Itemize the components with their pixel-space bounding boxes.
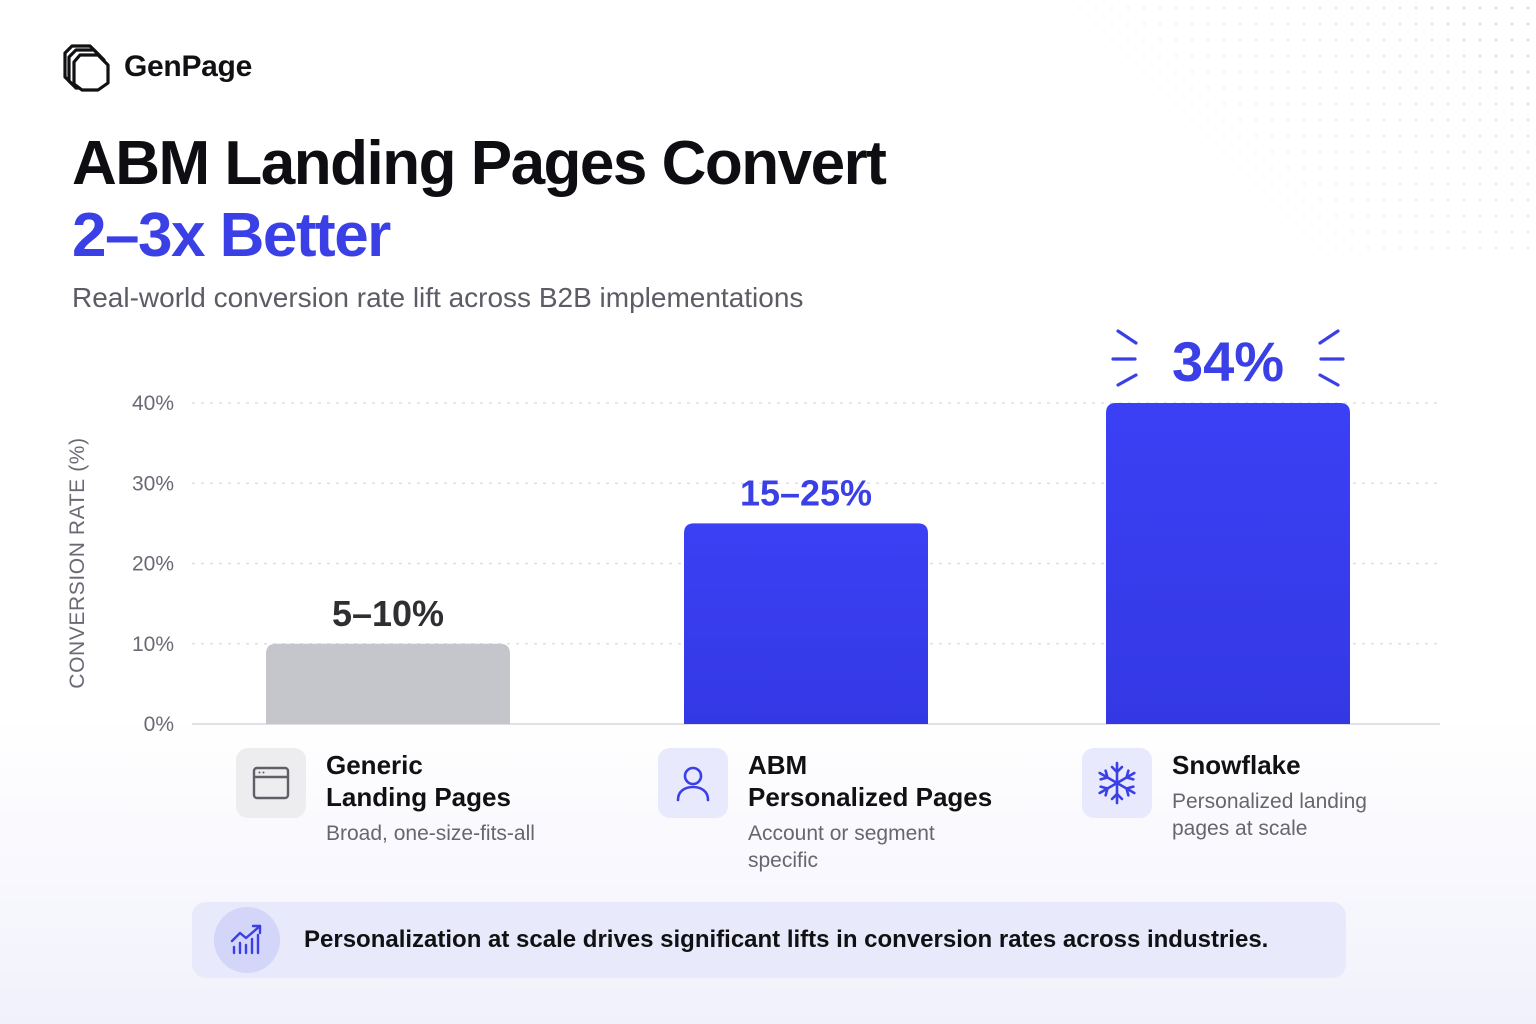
y-tick-label: 10%	[132, 633, 174, 656]
category-title-line-2: Personalized Pages	[748, 782, 993, 812]
user-icon	[658, 748, 728, 818]
category-description: Personalized landing pages at scale	[1172, 788, 1367, 842]
y-tick-label: 40%	[132, 392, 174, 415]
highlight-burst-mark	[1116, 373, 1138, 387]
category-title-line-2: Landing Pages	[326, 782, 511, 812]
category-description-line-2: pages at scale	[1172, 817, 1308, 840]
category-generic: Generic Landing Pages Broad, one-size-fi…	[236, 748, 535, 847]
category-description-line-1: Account or segment	[748, 822, 935, 845]
brand-logo[interactable]: GenPage	[62, 42, 252, 92]
bar-value-label: 15–25%	[740, 472, 872, 513]
category-text: ABM Personalized Pages Account or segmen…	[748, 748, 992, 874]
bar-value-label: 5–10%	[332, 593, 444, 634]
category-description: Account or segment specific	[748, 820, 992, 874]
trend-chart-icon	[214, 907, 280, 973]
snowflake-icon	[1082, 748, 1152, 818]
category-description-line-2: specific	[748, 849, 819, 872]
title-line-2: 2–3x Better	[72, 200, 391, 270]
category-title-line-1: Generic	[326, 750, 423, 780]
category-description: Broad, one-size-fits-all	[326, 822, 535, 845]
highlight-burst-mark	[1116, 329, 1138, 345]
banner-text: Personalization at scale drives signific…	[304, 926, 1269, 953]
genpage-logo-icon	[63, 44, 110, 92]
category-description-line-1: Personalized landing	[1172, 790, 1367, 813]
category-title-line-1: Snowflake	[1172, 750, 1301, 780]
bar	[684, 523, 928, 724]
y-tick-label: 20%	[132, 553, 174, 576]
insight-banner: Personalization at scale drives signific…	[192, 902, 1346, 978]
category-abm: ABM Personalized Pages Account or segmen…	[658, 748, 992, 874]
dot-pattern-decoration	[976, 0, 1536, 260]
highlight-burst-mark	[1318, 329, 1340, 345]
browser-window-icon	[236, 748, 306, 818]
y-tick-label: 0%	[144, 713, 174, 736]
bar	[1106, 403, 1350, 724]
category-text: Snowflake Personalized landing pages at s…	[1172, 748, 1367, 842]
highlight-burst-mark	[1318, 373, 1340, 387]
conversion-bar-chart: 0% 10% 20% 30% 40% 5–10% 15–25% 34%	[132, 329, 1440, 736]
page-title: ABM Landing Pages Convert 2–3x Better	[72, 128, 887, 272]
category-title-line-1: ABM	[748, 750, 808, 780]
bar-value-label: 34%	[1172, 330, 1284, 393]
brand-name: GenPage	[124, 50, 252, 83]
title-line-1: ABM Landing Pages Convert	[72, 129, 887, 198]
y-tick-label: 30%	[132, 472, 174, 495]
category-text: Generic Landing Pages Broad, one-size-fi…	[326, 748, 535, 847]
page-subtitle: Real-world conversion rate lift across B…	[72, 282, 804, 313]
category-snowflake: Snowflake Personalized landing pages at s…	[1082, 748, 1367, 842]
bar	[266, 643, 510, 724]
